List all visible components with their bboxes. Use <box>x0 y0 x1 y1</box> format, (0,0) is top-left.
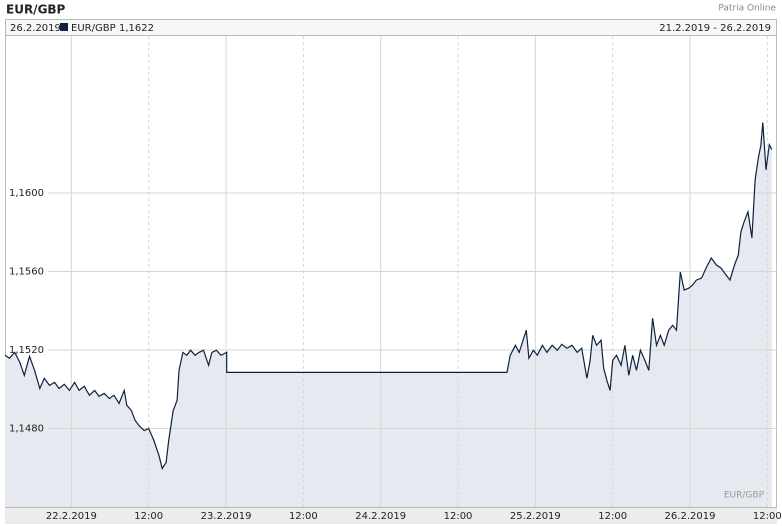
y-tick-label: 1,1600 <box>9 188 44 199</box>
x-tick-label: 25.2.2019 <box>510 511 561 522</box>
watermark: EUR/GBP <box>724 491 765 501</box>
date-range: 21.2.2019 - 26.2.2019 <box>659 23 771 34</box>
area <box>5 122 772 507</box>
x-tick-label: 12:00 <box>753 511 782 522</box>
current-date: 26.2.2019 <box>10 23 61 34</box>
x-tick-label: 12:00 <box>289 511 318 522</box>
legend-swatch <box>60 23 68 31</box>
chart-title: EUR/GBP <box>6 3 66 17</box>
x-tick-label: 12:00 <box>598 511 627 522</box>
y-tick-label: 1,1560 <box>9 267 44 278</box>
y-tick-label: 1,1480 <box>9 424 44 435</box>
price-line <box>4 122 773 470</box>
x-tick-label: 26.2.2019 <box>665 511 716 522</box>
x-tick-label: 23.2.2019 <box>201 511 252 522</box>
y-tick-label: 1,1520 <box>9 345 44 356</box>
x-tick-label: 22.2.2019 <box>46 511 97 522</box>
x-tick-label: 24.2.2019 <box>355 511 406 522</box>
current-value: 1,1622 <box>119 23 154 34</box>
legend-label: EUR/GBP <box>71 23 116 34</box>
x-tick-label: 12:00 <box>134 511 163 522</box>
x-axis-band <box>5 508 777 524</box>
source: Patria Online <box>718 4 776 14</box>
x-tick-label: 12:00 <box>444 511 473 522</box>
